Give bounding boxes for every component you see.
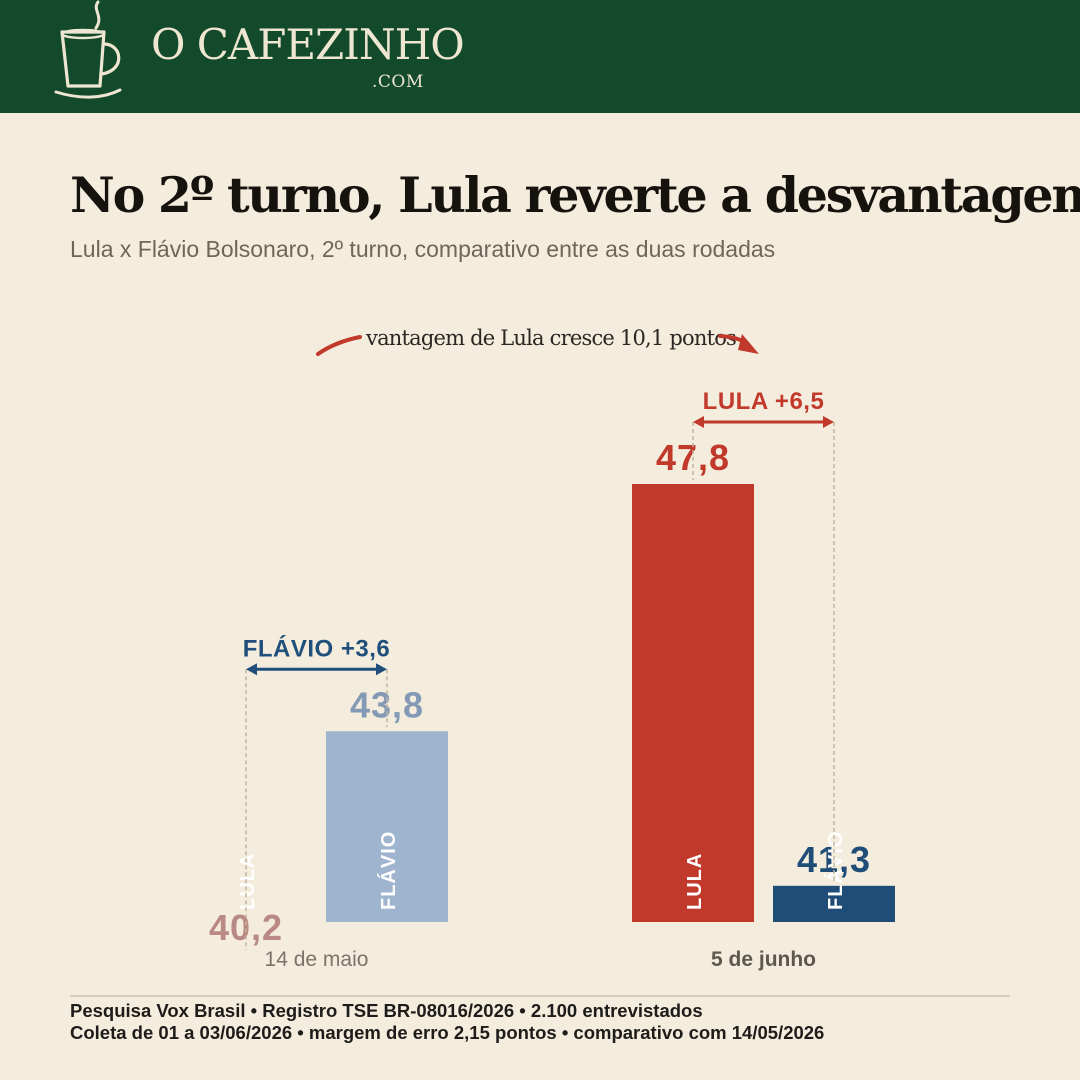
bar-flavio-2 [773, 885, 895, 922]
bar-name-lula-1: LULA [237, 853, 259, 910]
coffee-cup-icon [54, 0, 122, 99]
brand-domain: .COM [372, 72, 424, 92]
bar-flavio-1 [326, 731, 448, 922]
lead-arrowhead-right-2 [823, 416, 834, 428]
brand-name: O CAFEZINHO [151, 20, 465, 69]
footer-line-2: Coleta de 01 a 03/06/2026 • margem de er… [70, 1022, 825, 1043]
header-bar: O CAFEZINHO .COM [0, 0, 1080, 113]
bar-name-flavio-2: FLÁVIO [824, 831, 847, 910]
category-label-1: 14 de maio [265, 948, 369, 971]
category-label-2: 5 de junho [711, 948, 816, 971]
lead-arrowhead-right-1 [376, 663, 387, 676]
footer-divider [70, 995, 1010, 997]
lead-arrowhead-left-2 [693, 416, 704, 428]
lead-label-1: FLÁVIO +3,6 [243, 634, 391, 662]
annotation-swoosh-left [316, 335, 362, 356]
lead-label-2: LULA +6,5 [703, 388, 825, 415]
annotation-arrowhead-icon [738, 334, 759, 354]
lead-arrowhead-left-1 [246, 663, 257, 676]
bar-lula-2 [632, 484, 754, 922]
chart-subtitle: Lula x Flávio Bolsonaro, 2º turno, compa… [70, 236, 776, 262]
bar-name-lula-2: LULA [684, 853, 706, 910]
bar-name-flavio-1: FLÁVIO [377, 831, 400, 910]
footer-line-1: Pesquisa Vox Brasil • Registro TSE BR-08… [70, 1000, 703, 1021]
annotation-text: vantagem de Lula cresce 10,1 pontos [366, 326, 737, 350]
chart-title: No 2º turno, Lula reverte a desvantagem [70, 166, 1080, 224]
value-label-lula-1: 40,2 [209, 907, 283, 948]
